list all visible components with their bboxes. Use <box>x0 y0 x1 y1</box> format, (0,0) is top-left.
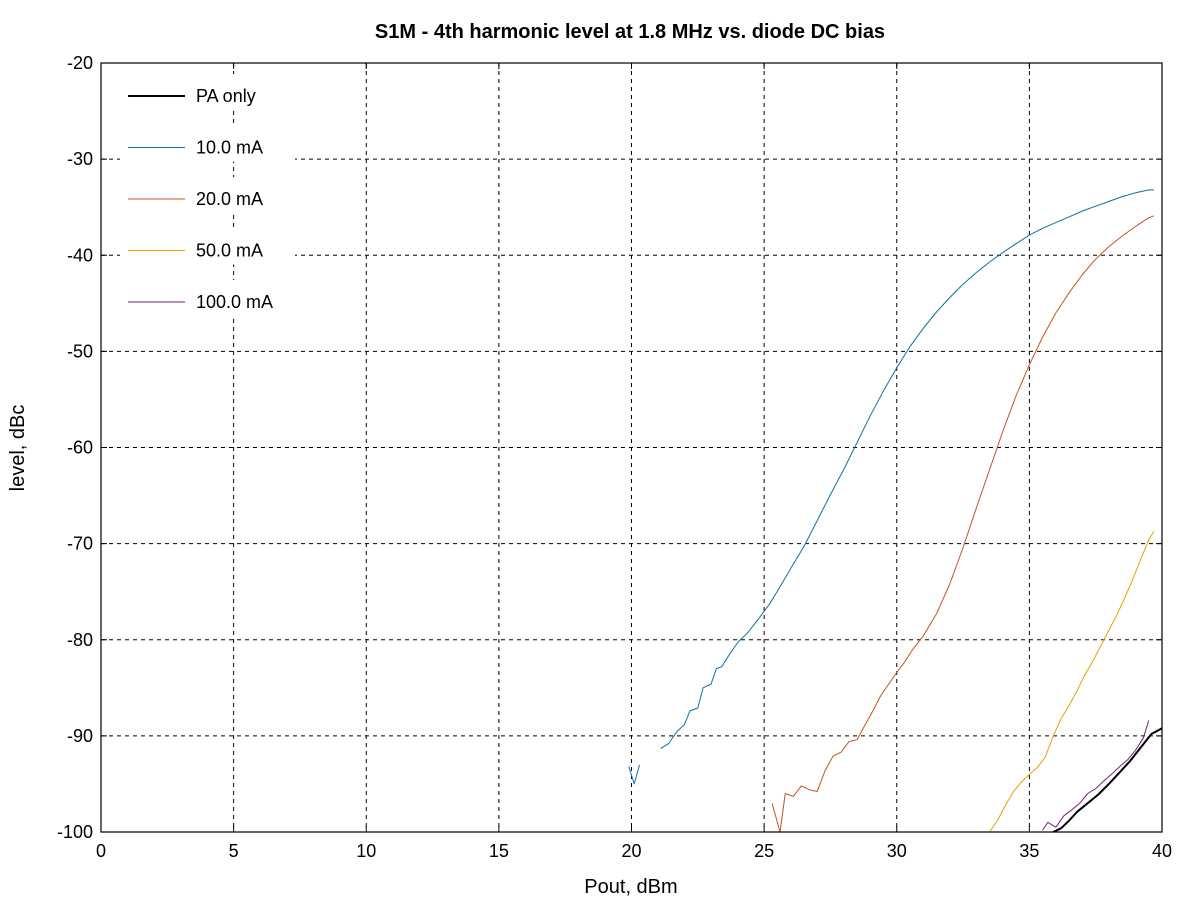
y-axis-title: level, dBc <box>7 405 29 492</box>
y-axis-ticks: -20 -30 -40 -50 -60 -70 -80 -90 -100 <box>57 53 1162 842</box>
legend-entry-background <box>120 228 295 265</box>
legend-entry-background <box>120 280 295 316</box>
legend: PA only 10.0 mA 20.0 mA 50.0 mA 100.0 mA <box>120 74 295 316</box>
x-tick-label: 20 <box>621 841 641 861</box>
series-line-50-0-ma <box>989 530 1155 833</box>
y-tick-label: -90 <box>67 726 93 746</box>
x-axis-ticks: 0 5 10 15 20 25 30 35 40 <box>96 63 1172 861</box>
legend-entry-background <box>120 177 295 213</box>
x-tick-label: 0 <box>96 841 106 861</box>
y-tick-label: -60 <box>67 438 93 458</box>
grid <box>101 63 1162 832</box>
legend-label-20-0-ma: 20.0 mA <box>196 189 263 209</box>
x-tick-label: 10 <box>356 841 376 861</box>
y-tick-label: -20 <box>67 53 93 73</box>
y-tick-label: -70 <box>67 534 93 554</box>
series-group <box>628 189 1163 833</box>
chart-title: S1M - 4th harmonic level at 1.8 MHz vs. … <box>375 21 885 43</box>
legend-label-100-0-ma: 100.0 mA <box>196 292 273 312</box>
x-tick-label: 15 <box>489 841 509 861</box>
y-tick-label: -100 <box>57 822 93 842</box>
y-tick-label: -80 <box>67 630 93 650</box>
legend-entry-background <box>120 125 295 162</box>
x-tick-label: 5 <box>229 841 239 861</box>
x-tick-label: 30 <box>887 841 907 861</box>
legend-entry-background <box>120 74 295 110</box>
series-line-100-0-ma <box>1042 720 1150 831</box>
legend-label-50-0-ma: 50.0 mA <box>196 241 263 261</box>
x-tick-label: 35 <box>1019 841 1039 861</box>
x-axis-title: Pout, dBm <box>584 876 677 898</box>
x-tick-label: 25 <box>754 841 774 861</box>
y-tick-label: -50 <box>67 341 93 361</box>
legend-label-pa-only: PA only <box>196 86 256 106</box>
x-tick-label: 40 <box>1152 841 1172 861</box>
series-line-20-0-ma <box>771 215 1155 833</box>
series-line-10-0-ma <box>628 189 1154 785</box>
y-tick-label: -30 <box>67 149 93 169</box>
legend-label-10-0-ma: 10.0 mA <box>196 138 263 158</box>
series-line-pa-only <box>1052 727 1163 833</box>
y-tick-label: -40 <box>67 245 93 265</box>
